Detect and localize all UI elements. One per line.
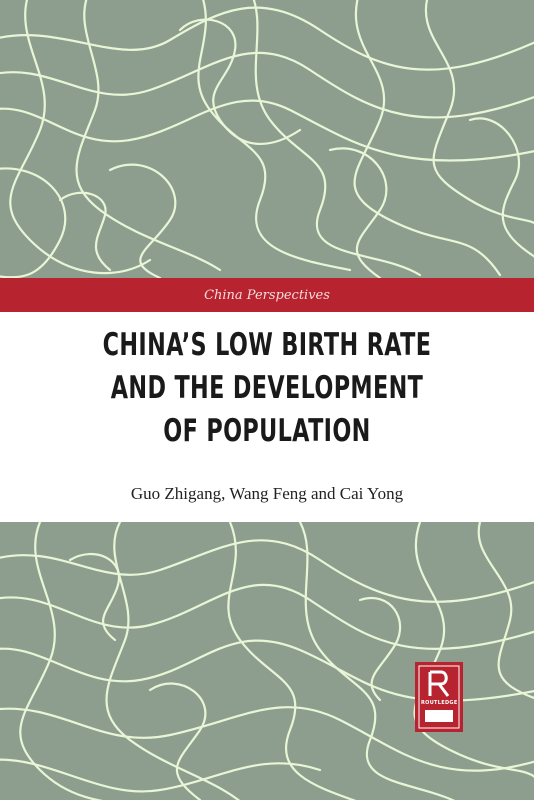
book-authors: Guo Zhigang, Wang Feng and Cai Yong (130, 484, 404, 503)
publisher-logo-icon: ROUTLEDGE (415, 662, 463, 732)
publisher-name: ROUTLEDGE (421, 700, 458, 706)
series-name: China Perspectives (204, 287, 330, 303)
series-band: China Perspectives (0, 278, 534, 312)
routledge-r-icon (418, 665, 460, 729)
title-line-2: AND THE DEVELOPMENT (110, 370, 424, 406)
title-panel: CHINA’S LOW BIRTH RATE AND THE DEVELOPME… (0, 312, 534, 522)
book-title: CHINA’S LOW BIRTH RATE AND THE DEVELOPME… (75, 324, 459, 453)
title-line-3: OF POPULATION (163, 413, 371, 449)
title-line-1: CHINA’S LOW BIRTH RATE (102, 327, 432, 363)
